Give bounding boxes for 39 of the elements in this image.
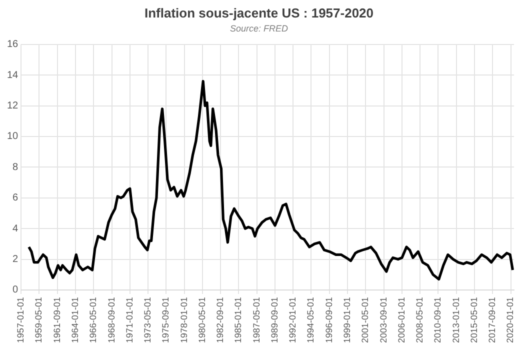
y-tick-label: 8	[12, 162, 19, 173]
x-tick-label: 1959-05-01	[34, 296, 44, 344]
x-tick-label: 1989-09-01	[269, 296, 280, 344]
y-tick-label: 2	[12, 254, 19, 266]
x-tick-label: 2006-01-01	[396, 296, 406, 344]
x-tick-label: 1957-01-01	[16, 296, 26, 344]
y-tick-label: 10	[7, 131, 19, 142]
x-tick-label: 1980-05-01	[196, 296, 207, 344]
x-tick-label: 2010-09-01	[432, 296, 443, 344]
x-tick-label: 1982-09-01	[215, 296, 226, 344]
chart-title: Inflation sous-jacente US : 1957-2020	[144, 5, 374, 20]
x-tick-label: 1961-09-01	[52, 296, 62, 344]
x-tick-label: 1966-05-01	[88, 296, 98, 344]
y-tick-label: 4	[12, 223, 19, 234]
chart-subtitle: Source: FRED	[230, 24, 288, 34]
x-tick-label: 1975-09-01	[160, 296, 171, 344]
x-tick-label: 2015-05-01	[468, 296, 479, 344]
x-tick-label: 1964-01-01	[70, 296, 80, 344]
x-tick-label: 2013-01-01	[450, 296, 461, 344]
x-tick-label: 1996-09-01	[324, 296, 334, 344]
y-tick-label: 14	[7, 70, 19, 81]
x-tick-label: 1999-01-01	[342, 296, 352, 344]
y-tick-label: 16	[7, 39, 19, 50]
x-tick-label: 2020-01-01	[505, 296, 516, 344]
x-tick-label: 2003-09-01	[378, 296, 388, 344]
x-tick-label: 1992-01-01	[288, 296, 298, 344]
y-tick-label: 6	[12, 192, 19, 204]
x-tick-label: 1994-05-01	[306, 296, 316, 344]
y-tick-label: 0	[12, 284, 19, 296]
x-tick-label: 1978-01-01	[178, 296, 189, 344]
y-tick-label: 12	[7, 100, 19, 112]
x-tick-label: 1987-05-01	[251, 296, 262, 344]
x-tick-label: 1985-01-01	[233, 296, 244, 344]
x-tick-label: 1968-09-01	[106, 296, 116, 344]
x-tick-label: 2008-05-01	[414, 296, 425, 344]
x-tick-label: 2017-09-01	[487, 296, 498, 344]
x-tick-label: 2001-05-01	[360, 296, 370, 344]
x-tick-label: 1971-01-01	[124, 296, 134, 344]
x-tick-label: 1973-05-01	[142, 296, 153, 344]
